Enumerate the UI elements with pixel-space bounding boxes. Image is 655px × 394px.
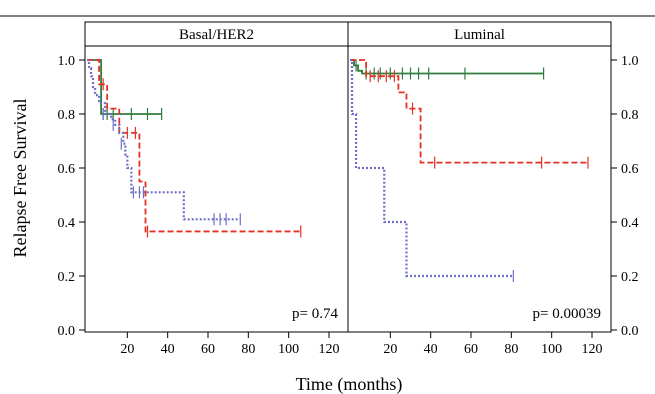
p-value: p= 0.74: [292, 306, 338, 322]
x-tick-label: 40: [424, 342, 438, 357]
x-tick-label: 20: [383, 342, 397, 357]
x-tick-label: 60: [201, 342, 215, 357]
y-tick-label-right: 0.8: [621, 108, 639, 123]
y-tick-label-left: 0.8: [58, 108, 76, 123]
panel-basal-her2: Basal/HER2 p= 0.74: [84, 21, 349, 333]
y-tick-label-left: 0.6: [58, 162, 76, 177]
x-tick-label: 120: [582, 342, 603, 357]
y-tick-label-left: 0.2: [58, 270, 76, 285]
y-tick-label-right: 0.2: [621, 270, 639, 285]
y-tick-label-right: 0.6: [621, 162, 639, 177]
km-curve-dotted: [350, 58, 514, 278]
y-tick-label-left: 0.0: [58, 324, 76, 339]
km-curve-solid: [87, 59, 162, 115]
panel-title: Luminal: [454, 27, 505, 43]
panel-title: Basal/HER2: [179, 27, 254, 43]
panels: Basal/HER2 p= 0.74 Luminal p= 0.00039: [84, 21, 612, 333]
x-tick-label: 100: [278, 342, 299, 357]
km-curve-dotted: [87, 58, 241, 221]
y-tick-label-left: 1.0: [58, 54, 76, 69]
x-tick-label: 60: [464, 342, 478, 357]
panel-plot-box: [84, 45, 349, 333]
y-tick-label-right: 0.4: [621, 216, 639, 231]
x-tick-label: 80: [504, 342, 518, 357]
panel-plot-box: [347, 45, 612, 333]
km-curve-dashed: [87, 59, 301, 233]
y-tick-label-left: 0.4: [58, 216, 76, 231]
km-curve-dashed: [350, 59, 588, 164]
x-tick-label: 120: [319, 342, 340, 357]
panel-luminal: Luminal p= 0.00039: [347, 21, 612, 333]
x-axis-label: Time (months): [296, 374, 403, 394]
km-curve-solid: [350, 59, 544, 75]
x-tick-label: 20: [120, 342, 134, 357]
y-tick-label-right: 1.0: [621, 54, 639, 69]
y-tick-label-right: 0.0: [621, 324, 639, 339]
x-tick-label: 80: [241, 342, 255, 357]
x-tick-label: 100: [541, 342, 562, 357]
axes: 20 40 60 80 100 120 20 40 60 80 100 120 0.0 0.2 0.4 0.6…: [58, 54, 639, 357]
x-tick-label: 40: [161, 342, 175, 357]
p-value: p= 0.00039: [533, 306, 601, 322]
y-axis-label: Relapse Free Survival: [10, 99, 30, 258]
